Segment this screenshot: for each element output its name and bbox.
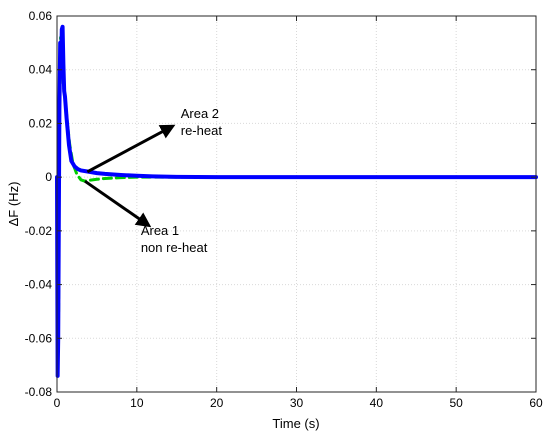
x-tick-label: 50 xyxy=(449,396,463,410)
x-tick-label: 40 xyxy=(370,396,384,410)
x-axis-label: Time (s) xyxy=(272,416,319,431)
x-tick-label: 10 xyxy=(130,396,144,410)
series-layer xyxy=(55,24,538,378)
y-axis-label: ΔF (Hz) xyxy=(6,182,21,227)
x-tick-label: 30 xyxy=(290,396,304,410)
annotation-label: re-heat xyxy=(181,123,223,138)
y-tick-label: -0.08 xyxy=(25,385,53,399)
y-tick-label: -0.02 xyxy=(25,224,53,238)
y-tick-label: 0.02 xyxy=(29,116,53,130)
series-line-2 xyxy=(55,24,538,378)
plot-background xyxy=(57,16,536,392)
annotation-label: non re-heat xyxy=(141,240,208,255)
x-tick-label: 0 xyxy=(54,396,61,410)
y-tick-label: -0.04 xyxy=(25,278,53,292)
y-tick-label: 0 xyxy=(45,170,52,184)
x-tick-label: 60 xyxy=(529,396,543,410)
annotation-arrow xyxy=(84,179,152,228)
annotations: Area 2 re-heat Area 1 non re-heat xyxy=(84,106,223,255)
y-tick-label: 0.04 xyxy=(29,63,53,77)
y-tick-label: -0.06 xyxy=(25,331,53,345)
annotation-arrow xyxy=(86,124,176,174)
x-tick-label: 20 xyxy=(210,396,224,410)
annotation-label: Area 2 xyxy=(181,106,219,121)
y-tick-label: 0.06 xyxy=(29,9,53,23)
ticks: 0 10 20 30 40 50 60 -0.08 -0.06 -0.04 -0.02 0 0.02 0.… xyxy=(25,9,543,410)
annotation-label: Area 1 xyxy=(141,223,179,238)
